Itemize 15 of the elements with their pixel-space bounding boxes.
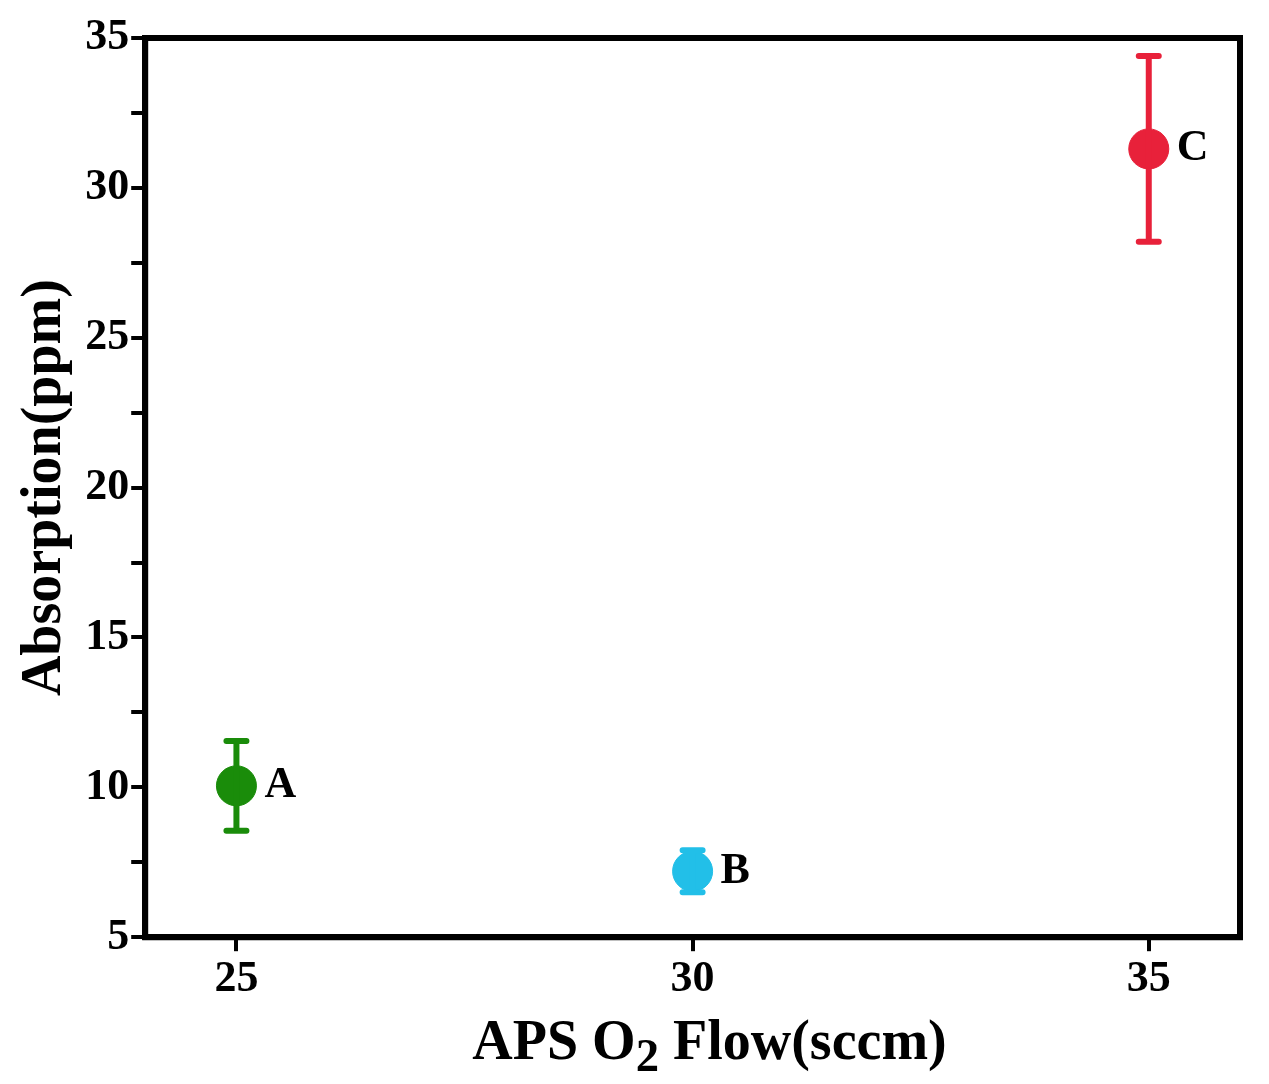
y-tick-label: 30 [85, 160, 130, 210]
y-tick-label: 15 [85, 609, 130, 659]
annotation: A [264, 758, 297, 808]
y-tick-label: 5 [107, 909, 130, 959]
annotation: B [720, 843, 750, 893]
y-tick-label: 20 [85, 459, 130, 509]
x-tick-label: 30 [670, 951, 715, 1001]
y-tick-label: 10 [85, 759, 130, 809]
y-tick-label: 25 [85, 310, 130, 360]
x-tick-label: 35 [1126, 951, 1171, 1001]
y-axis-title: Absorption(ppm) [10, 279, 74, 697]
annotation: C [1176, 121, 1209, 171]
y-tick-label: 35 [85, 10, 130, 60]
x-tick-label: 25 [214, 951, 259, 1001]
x-axis-title: APS O$_{2}$ Flow(sccm) [471, 1008, 948, 1084]
